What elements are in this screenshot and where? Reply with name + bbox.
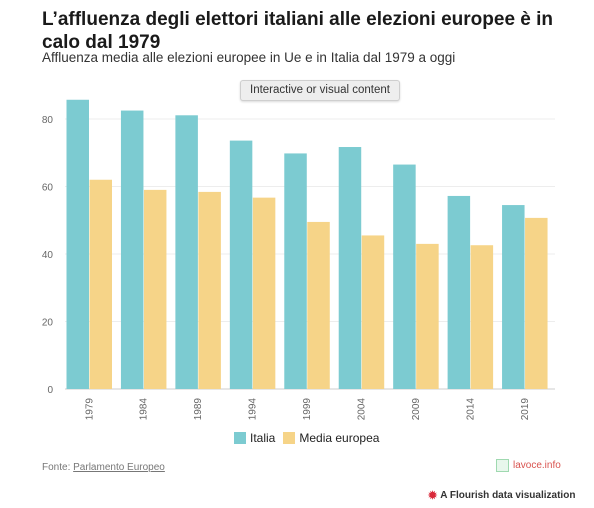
legend-label-italia: Italia [250, 431, 276, 445]
x-tick-label: 2004 [356, 398, 367, 421]
lavoce-logo[interactable]: lavoce.info [496, 459, 561, 472]
bar-media-europea-1994[interactable] [252, 197, 276, 389]
y-tick-label: 0 [47, 385, 53, 396]
bar-media-europea-2014[interactable] [470, 245, 494, 389]
source-note: Fonte: Parlamento Europeo [42, 462, 165, 473]
x-tick-label: 2019 [520, 398, 531, 421]
legend-swatch-media-europea [283, 432, 296, 444]
legend-item-italia[interactable]: Italia [234, 431, 275, 445]
bar-media-europea-1979[interactable] [89, 179, 113, 389]
chart-title: L’affluenza degli elettori italiani alle… [42, 9, 554, 53]
source-link[interactable]: Parlamento Europeo [73, 462, 165, 473]
chart-subtitle: Affluenza media alle elezioni europee in… [42, 50, 456, 65]
legend: Italia Media europea [234, 431, 387, 445]
y-tick-label: 80 [42, 115, 54, 126]
legend-item-media-europea[interactable]: Media europea [283, 431, 379, 445]
x-tick-label: 1984 [139, 398, 150, 421]
flourish-credit-link[interactable]: ✹ A Flourish data visualization [428, 489, 575, 502]
bar-chart: 0 20 40 60 80 1979 1984 1989 1994 1999 2004 2009 201… [42, 99, 555, 421]
flourish-icon: ✹ [428, 490, 438, 502]
bar-italia-2004[interactable] [338, 147, 362, 389]
bar-italia-2019[interactable] [502, 205, 525, 389]
bar-italia-1989[interactable] [175, 115, 198, 389]
interactive-content-badge[interactable]: Interactive or visual content [240, 80, 400, 101]
y-tick-label: 40 [42, 250, 54, 261]
y-tick-label: 60 [42, 183, 54, 194]
bar-media-europea-2004[interactable] [361, 235, 385, 389]
source-prefix: Fonte: [42, 462, 74, 473]
bar-media-europea-1984[interactable] [143, 189, 167, 389]
bar-italia-1984[interactable] [120, 110, 144, 389]
x-tick-label: 2009 [411, 398, 422, 421]
bar-italia-2014[interactable] [447, 195, 471, 389]
bar-italia-1994[interactable] [229, 140, 253, 389]
x-tick-label: 1979 [84, 398, 95, 421]
lavoce-logo-icon [496, 459, 509, 472]
x-tick-label: 1989 [193, 398, 204, 421]
x-tick-label: 1999 [302, 398, 313, 421]
bar-media-europea-1999[interactable] [307, 221, 330, 389]
y-tick-label: 20 [42, 318, 54, 329]
legend-label-media-europea: Media europea [299, 431, 380, 445]
bar-media-europea-2009[interactable] [416, 243, 439, 389]
lavoce-logo-text: lavoce.info [513, 460, 561, 471]
bar-italia-1999[interactable] [284, 153, 307, 389]
bar-italia-2009[interactable] [393, 164, 416, 389]
bar-media-europea-1989[interactable] [198, 191, 221, 389]
x-tick-label: 1994 [248, 398, 259, 421]
flourish-credit-text: A Flourish data visualization [440, 490, 576, 501]
bar-italia-1979[interactable] [66, 99, 90, 389]
x-tick-label: 2014 [465, 398, 476, 421]
bar-media-europea-2019[interactable] [525, 217, 548, 389]
legend-swatch-italia [234, 432, 246, 444]
